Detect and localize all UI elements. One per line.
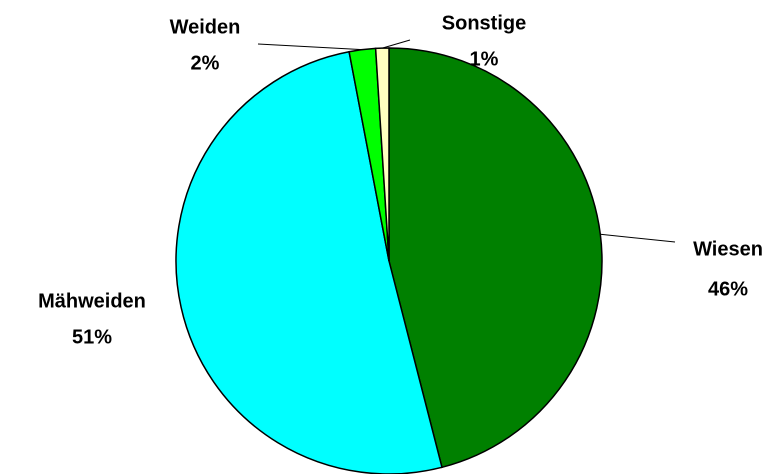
- leader-line: [257, 43, 363, 51]
- slice-label: Weiden: [170, 16, 241, 38]
- slice-label: Wiesen: [693, 238, 763, 260]
- slice-label: Mähweiden: [38, 290, 146, 312]
- slice-value-label: 2%: [191, 52, 220, 74]
- slice-label: Sonstige: [442, 12, 526, 34]
- slice-value-label: 51%: [72, 326, 112, 348]
- pie-slice: [388, 47, 603, 469]
- leader-line: [382, 39, 411, 49]
- pie-slice: [175, 50, 443, 474]
- leader-line: [600, 233, 676, 243]
- slice-value-label: 1%: [470, 48, 499, 70]
- slice-value-label: 46%: [708, 278, 748, 300]
